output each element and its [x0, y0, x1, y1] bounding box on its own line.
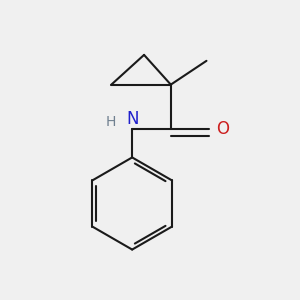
- Text: N: N: [126, 110, 138, 128]
- Text: H: H: [105, 115, 116, 129]
- Text: O: O: [216, 120, 229, 138]
